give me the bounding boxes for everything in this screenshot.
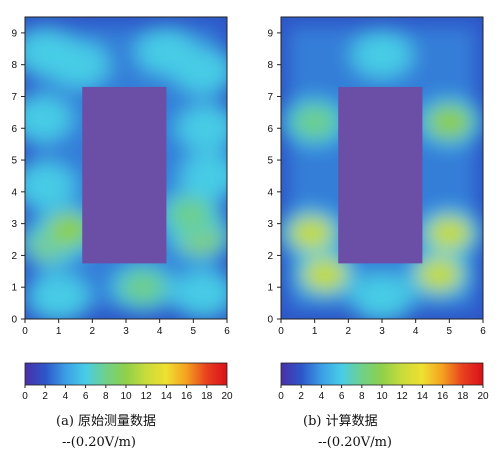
heatmap-panel-b: 0 1 2 3 4 5 6 0 1 2 3 4 5 6 7 8 9 — [267, 16, 486, 337]
colorbar-tick-label: 6 — [83, 391, 89, 402]
colorbar-tick-label: 2 — [42, 391, 48, 402]
x-tick-label: 0 — [278, 326, 284, 337]
x-tick-label: 2 — [90, 326, 96, 337]
colorbar-tick-label: 16 — [437, 391, 449, 402]
unit-a: --(0.20V/m) — [62, 435, 136, 450]
hotspot-13 — [120, 270, 165, 305]
x-tick-label: 6 — [224, 326, 230, 337]
caption-b: (b) 计算数据 — [303, 414, 378, 429]
hotspot-3 — [427, 216, 472, 251]
x-tick-label: 1 — [312, 326, 318, 337]
hotspot-12 — [36, 279, 81, 314]
y-tick-label: 6 — [267, 124, 273, 135]
colorbar-tick-label: 10 — [120, 391, 132, 402]
x-tick-label: 5 — [191, 326, 197, 337]
y-tick-label: 7 — [11, 92, 17, 103]
hotspot-3 — [181, 54, 226, 89]
y-tick-label: 3 — [11, 219, 17, 230]
y-tick-label: 9 — [11, 28, 17, 39]
unit-b: --(0.20V/m) — [318, 435, 392, 450]
obstacle-block — [338, 86, 423, 264]
y-tick-label: 3 — [267, 219, 273, 230]
colorbar-tick-label: 10 — [376, 391, 388, 402]
y-tick-label: 1 — [11, 283, 17, 294]
colorbar-tick-label: 12 — [141, 391, 153, 402]
y-tick-label: 8 — [11, 60, 17, 71]
colorbar-tick-label: 6 — [339, 391, 345, 402]
hotspot-0 — [292, 104, 337, 139]
colorbar-tick-label: 4 — [63, 391, 69, 402]
colorbar-tick-label: 8 — [359, 391, 365, 402]
y-tick-label: 5 — [267, 156, 273, 167]
colorbar-tick-label: 12 — [397, 391, 409, 402]
x-tick-label: 3 — [379, 326, 385, 337]
y-tick-label: 0 — [11, 315, 17, 326]
colorbar-tick-label: 4 — [319, 391, 325, 402]
y-tick-label: 2 — [11, 251, 17, 262]
colorbar-tick-label: 2 — [298, 391, 304, 402]
y-tick-label: 7 — [267, 92, 273, 103]
hotspot-1 — [56, 47, 101, 82]
colorbar-strip — [24, 362, 228, 386]
hotspot-5 — [417, 257, 462, 292]
colorbar-tick-label: 20 — [221, 391, 233, 402]
heatmap-panel-a: 0 1 2 3 4 5 6 0 1 2 3 4 5 6 7 8 9 — [11, 16, 230, 337]
colorbar-a: 0 2 4 6 8 10 12 14 16 18 20 — [22, 362, 233, 402]
hotspot-6 — [360, 38, 404, 73]
hotspot-1 — [427, 104, 472, 139]
hotspot-7 — [360, 279, 404, 314]
y-tick-label: 1 — [267, 283, 273, 294]
y-tick-label: 0 — [267, 315, 273, 326]
x-tick-label: 4 — [413, 326, 419, 337]
hotspot-14 — [181, 276, 226, 311]
colorbar-tick-label: 16 — [181, 391, 193, 402]
y-tick-label: 2 — [267, 251, 273, 262]
y-tick-label: 9 — [267, 28, 273, 39]
colorbar-tick-label: 20 — [477, 391, 489, 402]
x-tick-label: 2 — [346, 326, 352, 337]
x-tick-label: 0 — [22, 326, 28, 337]
caption-a: (a) 原始测量数据 — [56, 414, 156, 429]
colorbar-tick-label: 8 — [103, 391, 109, 402]
x-tick-label: 5 — [447, 326, 453, 337]
hotspot-6 — [25, 168, 68, 203]
colorbar-tick-label: 18 — [457, 391, 469, 402]
colorbar-tick-label: 14 — [417, 391, 429, 402]
hotspot-4 — [302, 257, 347, 292]
colorbar-tick-label: 0 — [22, 391, 28, 402]
hotspot-11 — [167, 197, 212, 232]
x-tick-label: 3 — [123, 326, 129, 337]
colorbar-b: 0 2 4 6 8 10 12 14 16 18 20 — [278, 362, 489, 402]
y-tick-label: 4 — [11, 187, 17, 198]
colorbar-tick-label: 14 — [161, 391, 173, 402]
y-tick-label: 5 — [11, 156, 17, 167]
y-tick-label: 8 — [267, 60, 273, 71]
hotspot-5 — [184, 111, 227, 146]
x-tick-label: 1 — [56, 326, 62, 337]
x-tick-label: 4 — [157, 326, 163, 337]
hotspot-4 — [25, 101, 64, 136]
hotspot-9 — [46, 212, 91, 247]
hotspot-7 — [188, 158, 227, 193]
hotspot-2 — [289, 216, 334, 251]
colorbar-tick-label: 18 — [201, 391, 213, 402]
x-tick-label: 6 — [480, 326, 486, 337]
colorbar-tick-label: 0 — [278, 391, 284, 402]
colorbar-strip — [280, 362, 484, 386]
obstacle-block — [82, 86, 167, 264]
y-tick-label: 4 — [267, 187, 273, 198]
y-tick-label: 6 — [11, 124, 17, 135]
